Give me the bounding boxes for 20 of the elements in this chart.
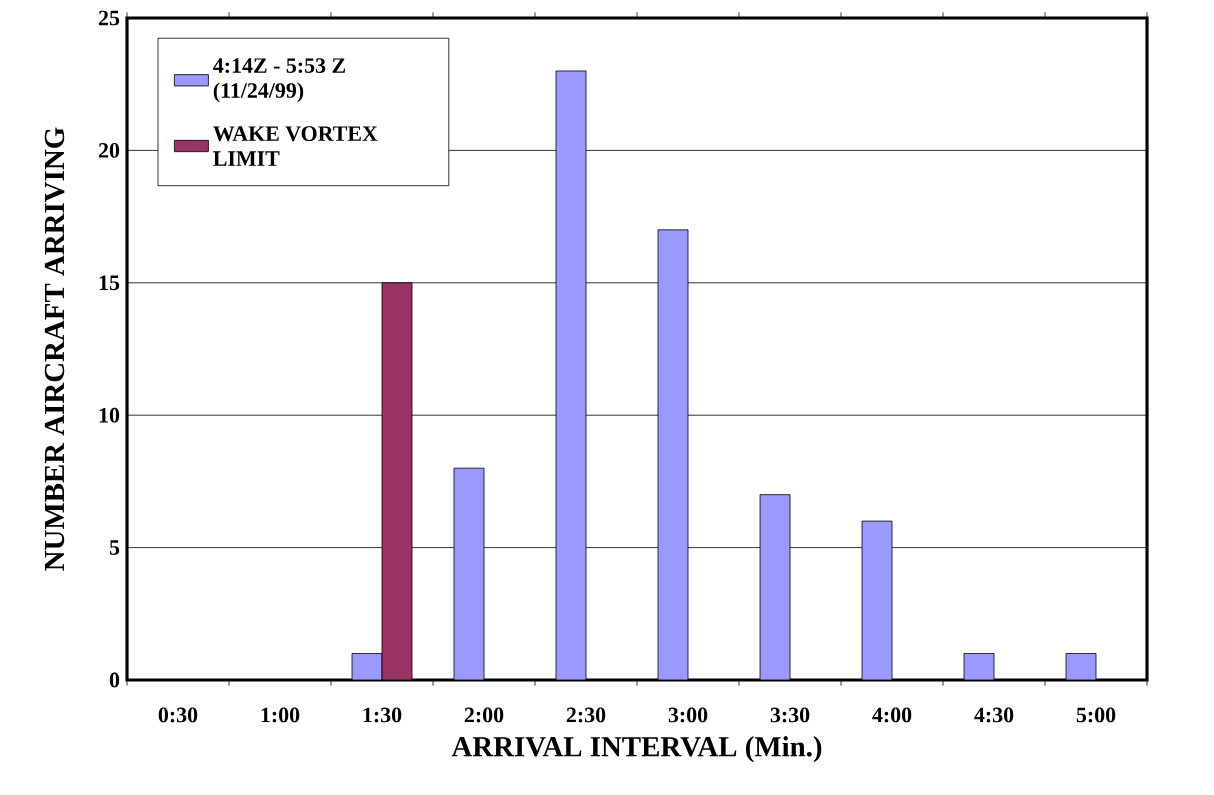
y-tick-label: 5	[109, 540, 120, 555]
x-tick-label: 3:00	[668, 707, 708, 723]
x-tick-label: 2:30	[566, 707, 606, 723]
legend-label: 4:14Z - 5:53 Z (11/24/99)	[213, 58, 345, 103]
y-tick-label: 20	[98, 143, 120, 158]
legend-label: WAKE VORTEX LIMIT	[213, 126, 378, 166]
y-tick-label: 15	[99, 275, 120, 291]
y-tick-label: 10	[99, 407, 120, 423]
y-axis-title: NUMBER AIRCRAFT ARRIVING	[44, 127, 65, 571]
y-tick-label: 0	[109, 672, 120, 688]
x-tick-label: 1:00	[261, 707, 300, 723]
x-tick-label: 0:30	[158, 707, 198, 723]
x-tick-label: 2:00	[464, 707, 504, 723]
x-tick-label: 4:30	[974, 707, 1014, 723]
x-axis-title: ARRIVAL INTERVAL (Min.)	[451, 736, 822, 763]
x-tick-label: 5:00	[1076, 707, 1116, 723]
x-tick-label: 1:30	[363, 707, 402, 723]
y-tick-label: 25	[98, 10, 120, 26]
x-tick-label: 4:00	[872, 707, 912, 723]
x-tick-label: 3:30	[770, 707, 810, 723]
